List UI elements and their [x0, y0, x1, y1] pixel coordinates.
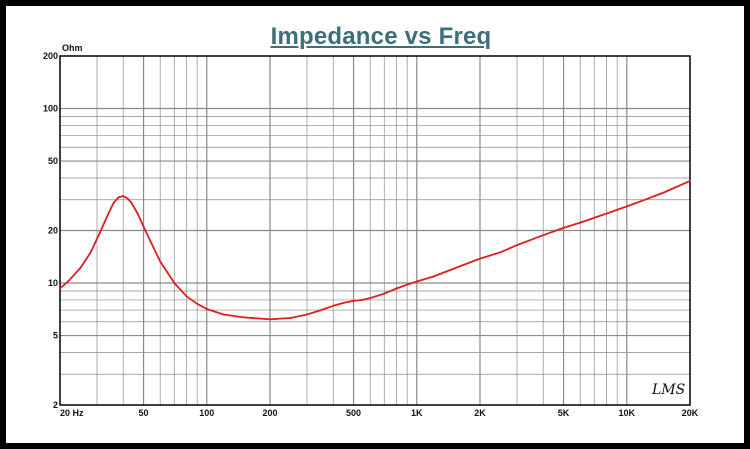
data-point: [352, 299, 355, 302]
data-point: [332, 304, 335, 307]
data-point: [89, 251, 92, 254]
grid-lines: [60, 56, 690, 405]
data-point: [159, 260, 162, 263]
x-tick-label: 100: [199, 408, 214, 418]
x-tick-label: 5K: [558, 408, 570, 418]
data-point: [173, 282, 176, 284]
x-tick-label: 2K: [474, 408, 486, 418]
data-point: [361, 299, 364, 301]
y-tick-label: 50: [48, 156, 58, 166]
y-tick-label: 100: [43, 104, 58, 114]
data-point: [79, 267, 82, 269]
data-point: [122, 195, 125, 197]
series-points: [59, 179, 691, 321]
data-point: [131, 202, 133, 205]
data-point: [320, 309, 322, 311]
data-point: [369, 297, 372, 299]
data-point: [67, 279, 70, 282]
data-point: [642, 199, 645, 202]
data-point: [605, 212, 608, 215]
data-point: [406, 283, 409, 286]
data-point: [415, 280, 418, 283]
data-point: [196, 302, 199, 305]
data-point: [452, 267, 455, 270]
data-point: [343, 301, 345, 304]
data-point: [222, 313, 225, 316]
data-point: [259, 317, 262, 320]
data-point: [516, 244, 518, 246]
data-point: [142, 225, 145, 228]
data-point: [107, 212, 110, 215]
y-tick-label: 10: [48, 278, 58, 288]
data-point: [126, 197, 129, 200]
data-point: [242, 316, 245, 319]
data-point: [689, 179, 691, 182]
data-point: [579, 221, 582, 224]
data-point: [137, 213, 139, 216]
data-point: [625, 205, 628, 208]
chart-title: Impedance vs Freq: [270, 23, 492, 50]
data-point: [59, 287, 61, 290]
data-point: [383, 292, 386, 295]
data-point: [269, 318, 271, 321]
data-point: [112, 201, 115, 204]
data-point: [562, 226, 565, 229]
data-point: [185, 295, 188, 298]
data-point: [479, 257, 481, 260]
data-point: [662, 191, 665, 194]
data-point: [117, 196, 120, 199]
x-tick-label: 20 Hz: [60, 408, 84, 418]
impedance-series-line: [59, 180, 691, 321]
plot-border: [59, 55, 691, 406]
tick-labels: 20 Hz 50 100 200 500 1K 2K 5K 10K 20K 200 100 50 20 10…: [43, 51, 699, 418]
data-point: [432, 275, 435, 278]
y-tick-label: 2: [53, 400, 58, 410]
data-point: [151, 244, 154, 246]
x-tick-label: 1K: [411, 408, 423, 418]
data-point: [289, 317, 292, 319]
y-tick-label: 20: [48, 226, 58, 236]
lms-logo: LMS: [651, 382, 685, 398]
x-tick-label: 200: [262, 408, 277, 418]
data-point: [306, 313, 308, 316]
data-point: [499, 251, 502, 254]
data-point: [99, 231, 101, 234]
x-tick-label: 20K: [682, 408, 699, 418]
y-tick-label: 5: [53, 331, 58, 341]
x-tick-label: 50: [139, 408, 149, 418]
data-point: [205, 308, 208, 310]
data-point: [542, 234, 545, 237]
y-tick-label: 200: [43, 51, 58, 61]
x-tick-label: 500: [346, 408, 361, 418]
x-tick-label: 10K: [619, 408, 636, 418]
y-axis-label: Ohm: [62, 43, 83, 53]
data-point: [395, 287, 398, 290]
